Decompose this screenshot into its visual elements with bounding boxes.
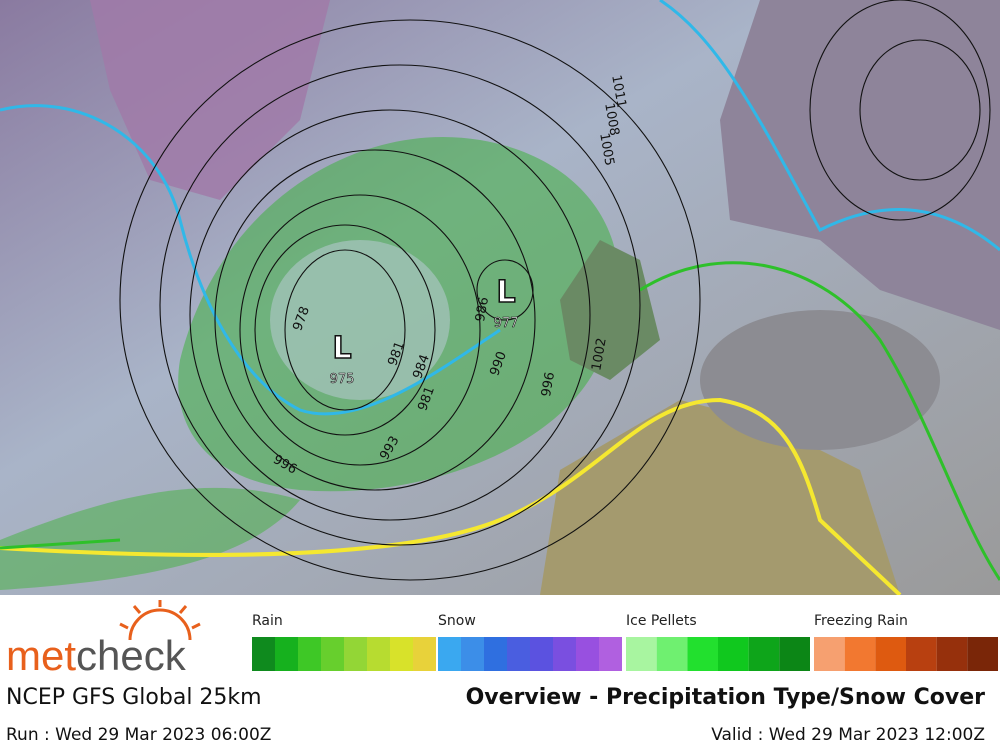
low-pressure: 977 xyxy=(494,316,519,331)
legend-swatch xyxy=(461,637,484,671)
low-symbol: L xyxy=(332,331,351,366)
low-pressure: 975 xyxy=(330,372,355,387)
legend-swatch xyxy=(656,637,688,671)
legend-swatch xyxy=(344,637,367,671)
isobar-label: 986 xyxy=(473,296,492,323)
isobar xyxy=(239,194,481,466)
legend-swatch xyxy=(367,637,390,671)
legend-swatch xyxy=(875,637,906,671)
logo-check: check xyxy=(76,632,187,679)
legend-swatch xyxy=(507,637,530,671)
legend-swatch xyxy=(748,637,780,671)
isobar xyxy=(809,0,991,221)
legend-swatch xyxy=(718,637,749,671)
isobar-label: 1008 xyxy=(601,102,622,137)
isobar xyxy=(476,259,534,321)
map xyxy=(0,0,1000,597)
legend-swatch xyxy=(814,637,845,671)
isobar-label: 1002 xyxy=(589,337,610,372)
map-title: Overview - Precipitation Type/Snow Cover xyxy=(466,685,986,710)
isobar xyxy=(214,149,536,491)
legend-swatch xyxy=(484,637,507,671)
logo: metcheck xyxy=(6,600,201,679)
legend-label: Ice Pellets xyxy=(626,613,697,629)
legend-swatch xyxy=(530,637,553,671)
isobar-label: 996 xyxy=(539,371,558,398)
logo-met: met xyxy=(6,632,76,679)
model-name: NCEP GFS Global 25km xyxy=(6,685,262,710)
legend-swatch xyxy=(275,637,298,671)
legend-swatch xyxy=(298,637,321,671)
isobar xyxy=(284,249,406,411)
legend-swatch xyxy=(687,637,718,671)
legend-label: Rain xyxy=(252,613,283,629)
legend-label: Freezing Rain xyxy=(814,613,908,629)
low-symbol: L xyxy=(496,275,515,310)
legend-swatch xyxy=(906,637,937,671)
legend-swatch xyxy=(779,637,810,671)
legend-swatch xyxy=(844,637,876,671)
isobar xyxy=(859,39,981,181)
legend-swatch xyxy=(599,637,622,671)
legend-swatch xyxy=(936,637,968,671)
logo-sun xyxy=(119,600,201,641)
legend-swatch xyxy=(626,637,657,671)
legend-swatch xyxy=(438,637,461,671)
legend-swatch xyxy=(413,637,436,671)
isobar xyxy=(254,224,436,436)
legend-swatch xyxy=(252,637,275,671)
legend-swatch xyxy=(576,637,599,671)
valid-time: Valid : Wed 29 Mar 2023 12:00Z xyxy=(711,725,985,745)
legend-swatch xyxy=(553,637,576,671)
isobar-label: 1011 xyxy=(608,74,629,109)
isobar xyxy=(159,64,641,546)
legend-swatch xyxy=(321,637,344,671)
run-time: Run : Wed 29 Mar 2023 06:00Z xyxy=(6,725,271,745)
logo-text: metcheck xyxy=(6,632,187,679)
legend-swatch xyxy=(967,637,998,671)
isobar xyxy=(189,109,591,521)
isobar xyxy=(119,19,701,581)
isobar-label: 1005 xyxy=(596,132,617,167)
legend-label: Snow xyxy=(438,613,476,629)
legend-swatch xyxy=(390,637,413,671)
legend: Rain Snow Ice Pellets Freezing Rain xyxy=(252,613,998,671)
